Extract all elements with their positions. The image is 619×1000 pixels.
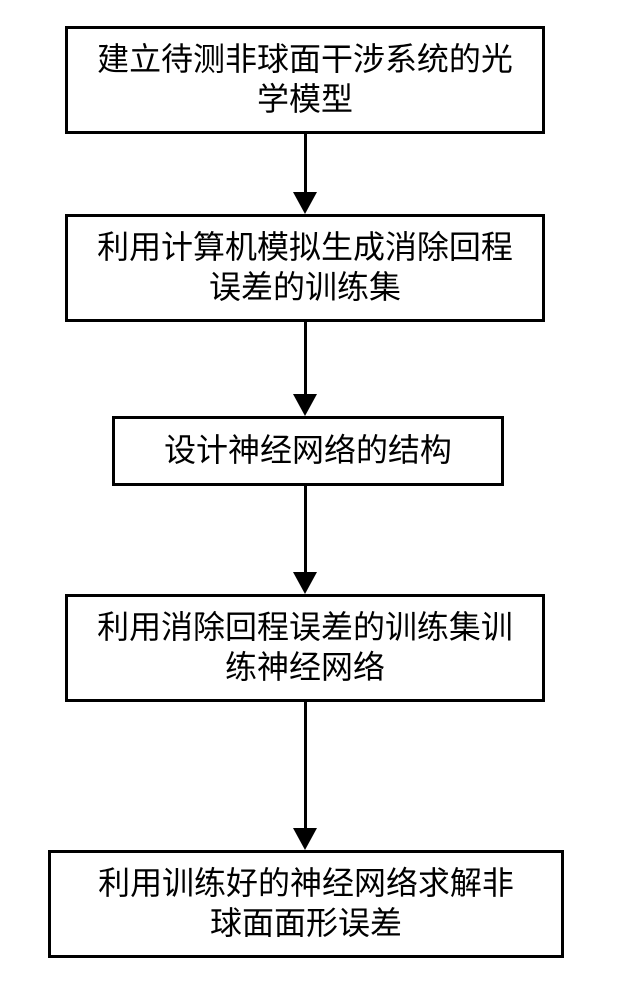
flow-node-line: 练神经网络 bbox=[97, 648, 513, 688]
arrow-shaft bbox=[304, 702, 307, 828]
flow-node-line: 误差的训练集 bbox=[97, 268, 513, 308]
flow-node-2: 利用计算机模拟生成消除回程误差的训练集 bbox=[65, 214, 545, 322]
arrow-head-icon bbox=[293, 192, 317, 214]
flow-node-1: 建立待测非球面干涉系统的光学模型 bbox=[65, 26, 545, 134]
flow-node-label: 设计神经网络的结构 bbox=[164, 431, 452, 471]
flow-node-4: 利用消除回程误差的训练集训练神经网络 bbox=[65, 594, 545, 702]
arrow-shaft bbox=[304, 134, 307, 192]
arrow-head-icon bbox=[293, 394, 317, 416]
flow-node-line: 设计神经网络的结构 bbox=[164, 431, 452, 471]
flow-node-line: 利用计算机模拟生成消除回程 bbox=[97, 228, 513, 268]
flow-node-label: 建立待测非球面干涉系统的光学模型 bbox=[97, 40, 513, 120]
flow-node-line: 建立待测非球面干涉系统的光 bbox=[97, 40, 513, 80]
flow-node-3: 设计神经网络的结构 bbox=[112, 416, 504, 486]
flow-node-line: 利用训练好的神经网络求解非 bbox=[98, 864, 514, 904]
flow-node-line: 学模型 bbox=[97, 80, 513, 120]
arrow-head-icon bbox=[293, 572, 317, 594]
arrow-shaft bbox=[304, 322, 307, 394]
flow-node-label: 利用消除回程误差的训练集训练神经网络 bbox=[97, 608, 513, 688]
arrow-shaft bbox=[304, 486, 307, 572]
arrow-head-icon bbox=[293, 828, 317, 850]
flow-node-line: 利用消除回程误差的训练集训 bbox=[97, 608, 513, 648]
flow-node-label: 利用训练好的神经网络求解非球面面形误差 bbox=[98, 864, 514, 944]
flowchart-canvas: 建立待测非球面干涉系统的光学模型利用计算机模拟生成消除回程误差的训练集设计神经网… bbox=[0, 0, 619, 1000]
flow-node-5: 利用训练好的神经网络求解非球面面形误差 bbox=[48, 850, 564, 958]
flow-node-label: 利用计算机模拟生成消除回程误差的训练集 bbox=[97, 228, 513, 308]
flow-node-line: 球面面形误差 bbox=[98, 904, 514, 944]
